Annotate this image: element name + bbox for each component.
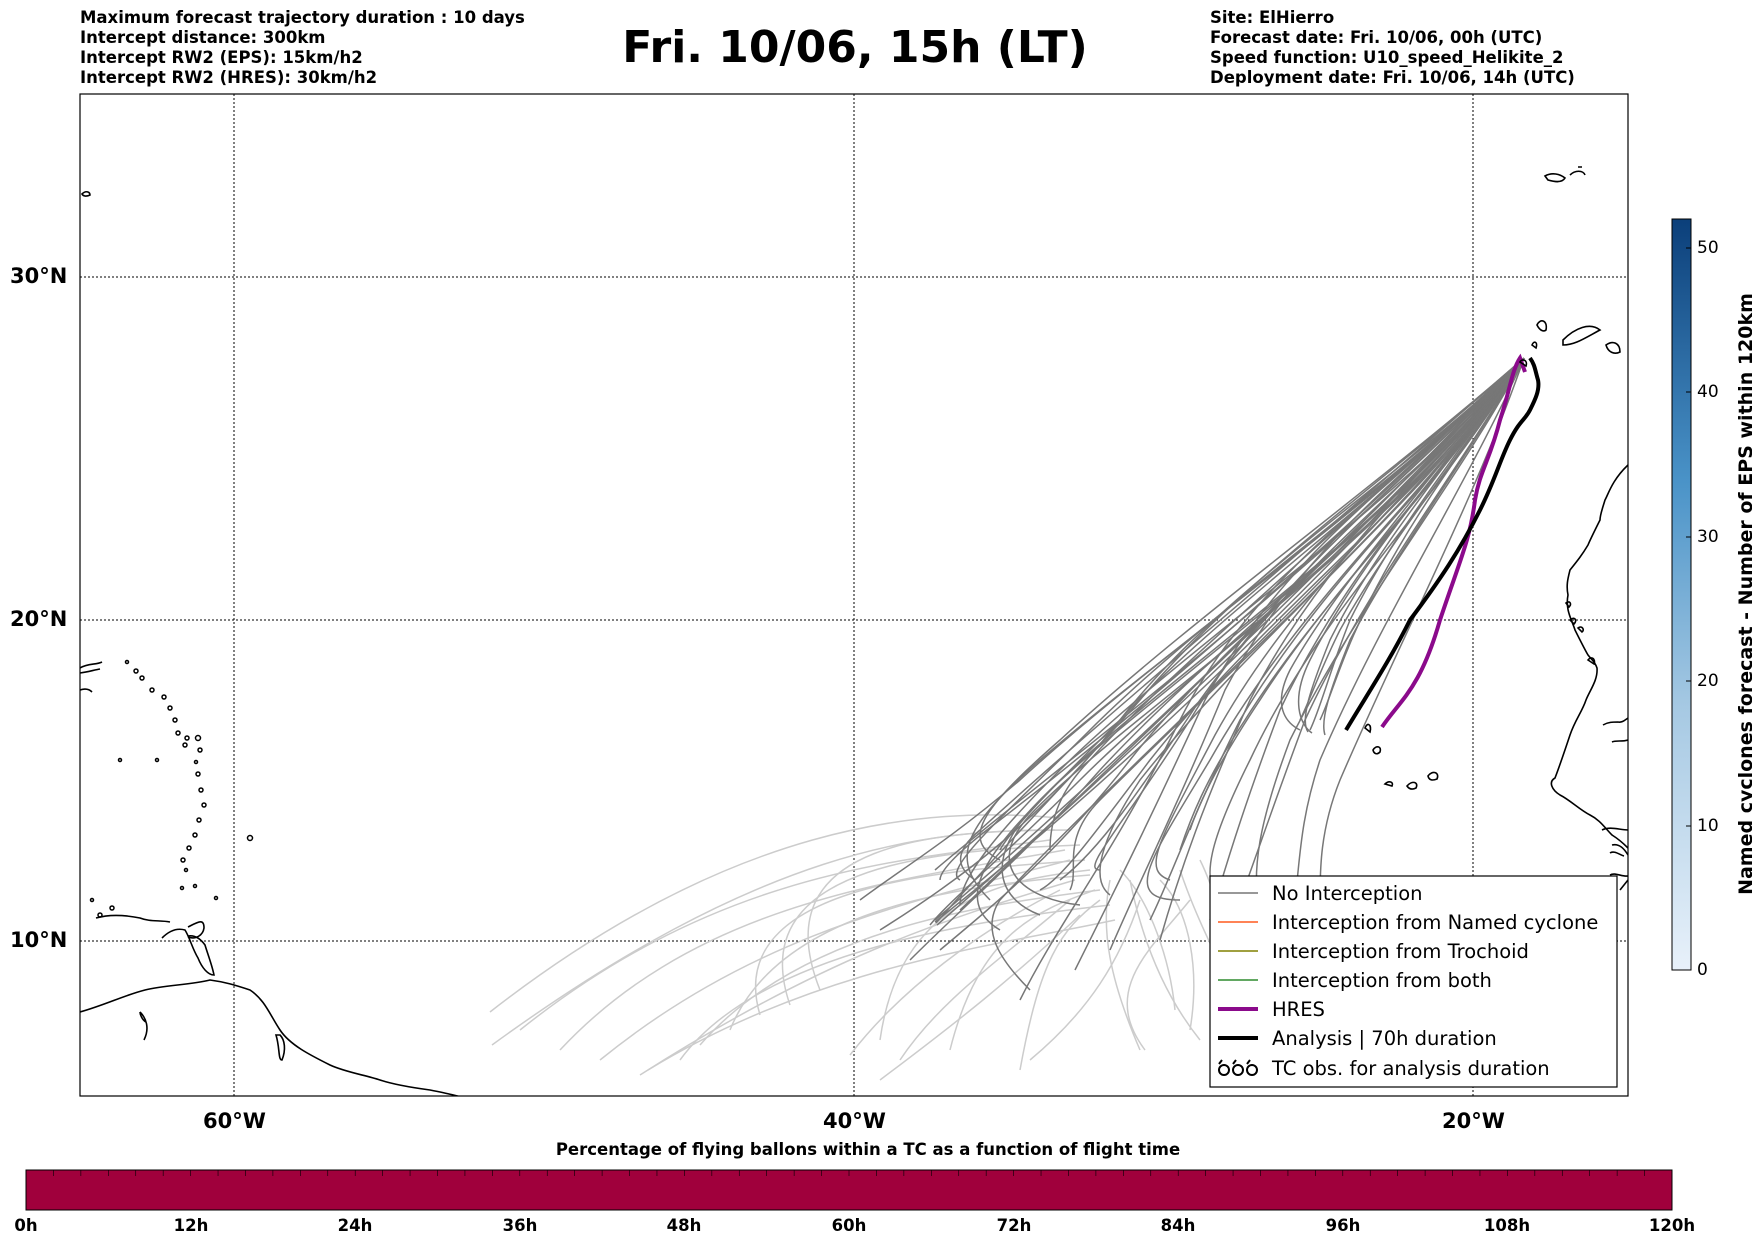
map-area: [80, 94, 1628, 1096]
colorbar-right-tick: 30: [1697, 527, 1719, 547]
colorbar-bottom-title: Percentage of flying ballons within a TC…: [555, 1140, 1181, 1159]
page-title: Fri. 10/06, 15h (LT): [622, 22, 1088, 73]
colorbar-bottom-tick: 24h: [337, 1216, 373, 1235]
colorbar-bottom-tick: 108h: [1483, 1216, 1531, 1235]
legend-label-no-interception: No Interception: [1272, 882, 1423, 905]
header-left-line: Maximum forecast trajectory duration : 1…: [80, 8, 525, 27]
colorbar-bottom-tick: 36h: [502, 1216, 538, 1235]
legend-label-hres: HRES: [1272, 998, 1325, 1021]
colorbar-bottom-tick: 48h: [666, 1216, 702, 1235]
lon-label-40w: 40°W: [823, 1109, 886, 1133]
colorbar-right-label: Named cyclones forecast - Number of EPS …: [1735, 293, 1752, 895]
coastlines: [80, 166, 1628, 1096]
colorbar-bottom-tick: 72h: [996, 1216, 1032, 1235]
header-left-info: Maximum forecast trajectory duration : 1…: [80, 8, 525, 88]
colorbar-right-tick: 40: [1697, 382, 1719, 402]
colorbar-bottom-tick: 12h: [173, 1216, 209, 1235]
header-left-line: Intercept RW2 (HRES): 30km/h2: [80, 68, 378, 87]
colorbar-right-tick: 10: [1697, 816, 1719, 836]
ensemble-trajectories: [859, 357, 1525, 1001]
legend-label-trochoid: Interception from Trochoid: [1272, 940, 1529, 963]
colorbar-bottom-tick: 60h: [831, 1216, 867, 1235]
colorbar-bottom-tick: 120h: [1648, 1216, 1696, 1235]
ensemble-tails-late: [489, 814, 1261, 1081]
colorbar-right-tick: 20: [1697, 671, 1719, 691]
colorbar-right-tick: 50: [1697, 238, 1719, 258]
header-right-line: Site: ElHierro: [1210, 8, 1335, 27]
legend-label-named-cyclone: Interception from Named cyclone: [1272, 911, 1599, 934]
legend-label-both: Interception from both: [1272, 969, 1492, 992]
header-right-line: Forecast date: Fri. 10/06, 00h (UTC): [1210, 28, 1543, 47]
legend-label-analysis: Analysis | 70h duration: [1272, 1027, 1497, 1050]
header-left-line: Intercept RW2 (EPS): 15km/h2: [80, 48, 363, 67]
header-right-line: Speed function: U10_speed_Helikite_2: [1210, 48, 1564, 67]
lat-label-30n: 30°N: [10, 264, 68, 288]
colorbar-bottom-tick: 96h: [1325, 1216, 1361, 1235]
legend: [1209, 875, 1618, 1088]
lon-label-20w: 20°W: [1442, 1109, 1505, 1133]
legend-label-tc-obs: TC obs. for analysis duration: [1272, 1057, 1550, 1080]
caribbean-islands: [89, 659, 254, 918]
colorbar-right-tick: 0: [1697, 960, 1708, 980]
lat-label-10n: 10°N: [10, 928, 68, 952]
colorbar-bottom-tick: 0h: [14, 1216, 38, 1235]
header-right-info: Site: ElHierro Forecast date: Fri. 10/06…: [1210, 8, 1575, 88]
colorbar-bottom: [25, 1169, 1673, 1211]
colorbar-right: [1671, 218, 1692, 971]
lat-label-20n: 20°N: [10, 607, 68, 631]
analysis-trajectory: [1344, 356, 1541, 732]
cyclone-icon: [1218, 1059, 1258, 1076]
header-left-line: Intercept distance: 300km: [80, 28, 326, 47]
header-right-line: Deployment date: Fri. 10/06, 14h (UTC): [1210, 68, 1575, 87]
colorbar-bottom-tick: 84h: [1160, 1216, 1196, 1235]
hres-trajectory: [1380, 353, 1527, 729]
lon-label-60w: 60°W: [203, 1109, 266, 1133]
map-frame: [79, 93, 1629, 1097]
